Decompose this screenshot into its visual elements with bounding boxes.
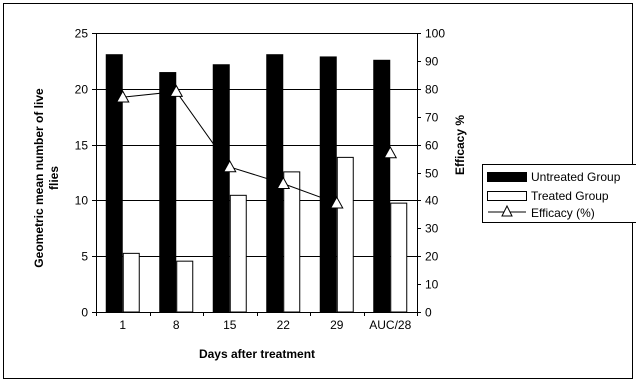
bar-untreated bbox=[213, 64, 230, 312]
y-tick-label: 10 bbox=[75, 194, 89, 208]
y-tick-label: 5 bbox=[81, 250, 88, 264]
y-tick-label: 20 bbox=[75, 83, 89, 97]
y-tick-label: 25 bbox=[75, 27, 89, 41]
bar-treated bbox=[230, 195, 246, 312]
y2-tick-label: 80 bbox=[425, 83, 439, 97]
y2-tick-label: 50 bbox=[425, 167, 439, 181]
x-tick-label: 8 bbox=[173, 318, 180, 332]
x-tick-label: AUC/28 bbox=[369, 318, 411, 332]
x-tick-label: 1 bbox=[119, 318, 126, 332]
legend-swatch-untreated bbox=[487, 172, 527, 182]
y2-tick-label: 90 bbox=[425, 55, 439, 69]
bar-treated bbox=[391, 203, 407, 312]
y2-tick-label: 0 bbox=[425, 306, 432, 320]
bar-untreated bbox=[159, 72, 176, 312]
y2-tick-label: 70 bbox=[425, 111, 439, 125]
y2-axis-title: Efficacy % bbox=[453, 115, 467, 175]
x-axis-title: Days after treatment bbox=[199, 347, 315, 361]
y2-tick-label: 60 bbox=[425, 139, 439, 153]
bar-untreated bbox=[106, 54, 123, 312]
y-tick-label: 15 bbox=[75, 139, 89, 153]
legend-label-untreated: Untreated Group bbox=[531, 170, 621, 184]
y2-tick-label: 20 bbox=[425, 250, 439, 264]
bar-treated bbox=[123, 253, 139, 312]
y2-tick-label: 40 bbox=[425, 194, 439, 208]
y-axis-title-line2: flies bbox=[47, 166, 61, 190]
y2-tick-label: 30 bbox=[425, 222, 439, 236]
x-tick-label: 22 bbox=[277, 318, 291, 332]
legend-label-treated: Treated Group bbox=[531, 189, 609, 203]
y2-tick-label: 10 bbox=[425, 278, 439, 292]
legend-swatch-treated bbox=[488, 192, 527, 201]
bar-untreated bbox=[373, 60, 390, 312]
x-tick-label: 15 bbox=[223, 318, 237, 332]
y-axis-title-line1: Geometric mean number of live bbox=[32, 88, 46, 268]
bar-treated bbox=[177, 261, 193, 312]
bar-treated bbox=[337, 157, 353, 312]
legend-label-efficacy: Efficacy (%) bbox=[531, 206, 595, 220]
y-tick-label: 0 bbox=[81, 306, 88, 320]
bar-treated bbox=[284, 172, 300, 312]
x-tick-label: 29 bbox=[330, 318, 344, 332]
bar-untreated bbox=[320, 56, 337, 312]
y2-tick-label: 100 bbox=[425, 27, 445, 41]
legend: Untreated Group Treated Group Efficacy (… bbox=[483, 165, 636, 223]
